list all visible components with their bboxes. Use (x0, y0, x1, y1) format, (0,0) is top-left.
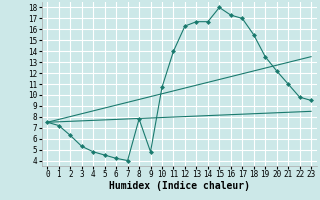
X-axis label: Humidex (Indice chaleur): Humidex (Indice chaleur) (109, 181, 250, 191)
